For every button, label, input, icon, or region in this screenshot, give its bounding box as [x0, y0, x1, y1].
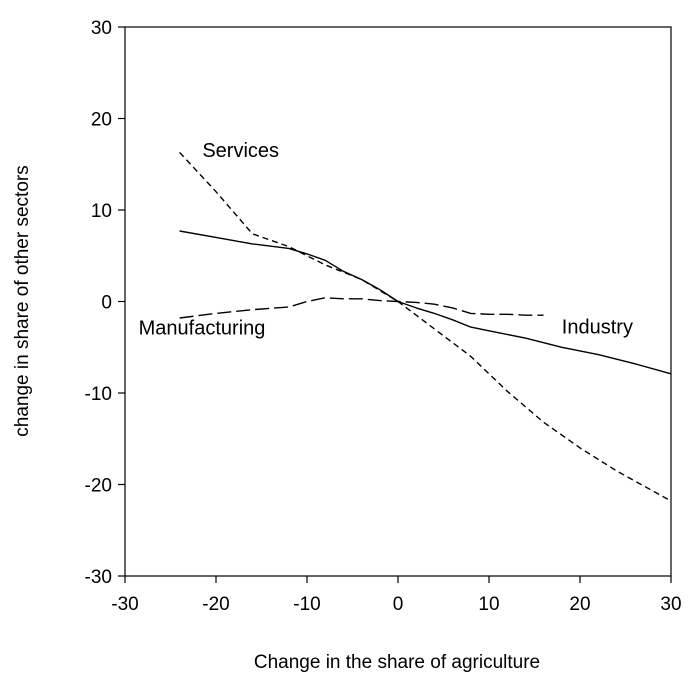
annotation-layer: Services Industry Manufacturing — [139, 140, 633, 340]
y-tick-label: -10 — [85, 384, 112, 405]
x-tick-label: -10 — [293, 594, 320, 615]
series-label-services: Services — [202, 140, 279, 162]
y-axis-title: change in share of other sectors — [12, 165, 33, 436]
y-tick-label: -20 — [85, 476, 112, 497]
y-tick-label: 0 — [101, 293, 112, 314]
x-tick-label: 10 — [478, 594, 499, 615]
x-axis-title: Change in the share of agriculture — [254, 652, 540, 673]
x-tick-label: 30 — [660, 594, 681, 615]
x-tick-label: 0 — [393, 594, 404, 615]
x-tick-label: -30 — [111, 594, 138, 615]
y-tick-label: 20 — [91, 110, 112, 131]
y-tick-label: -30 — [85, 567, 112, 588]
series-line-manufacturing — [179, 297, 544, 319]
series-line-industry — [179, 230, 672, 375]
series-label-industry: Industry — [562, 317, 633, 339]
series-line-services — [179, 151, 672, 502]
tick-layer: -30 -20 -10 0 10 20 30 -30 -20 -10 0 10 20 30 — [85, 18, 682, 615]
x-tick-label: -20 — [202, 594, 229, 615]
y-tick-label: 10 — [91, 201, 112, 222]
series-layer — [179, 151, 672, 502]
y-tick-label: 30 — [91, 18, 112, 39]
series-label-manufacturing: Manufacturing — [139, 317, 266, 339]
x-tick-label: 20 — [569, 594, 590, 615]
